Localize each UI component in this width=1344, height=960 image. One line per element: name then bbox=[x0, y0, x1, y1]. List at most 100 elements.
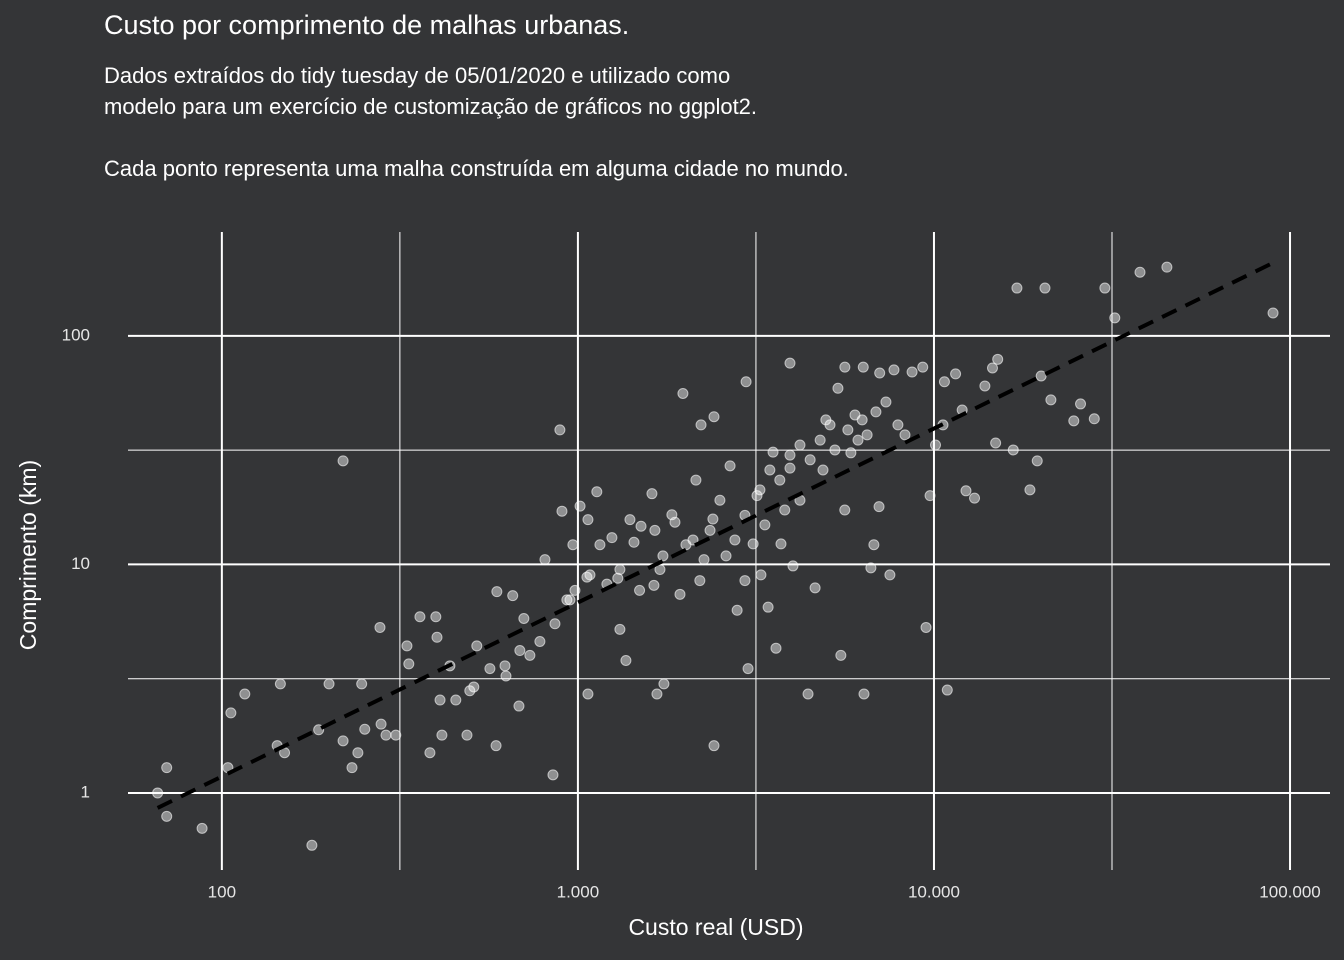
point bbox=[584, 569, 596, 581]
point bbox=[950, 368, 962, 380]
point bbox=[491, 586, 503, 598]
point bbox=[658, 678, 670, 690]
point bbox=[582, 688, 594, 700]
point bbox=[518, 612, 530, 624]
point bbox=[196, 822, 208, 834]
y-tick-label: 1 bbox=[81, 782, 90, 801]
point bbox=[992, 353, 1004, 365]
point bbox=[614, 564, 626, 576]
point bbox=[839, 504, 851, 516]
point bbox=[845, 447, 857, 459]
point bbox=[567, 539, 579, 551]
point bbox=[436, 729, 448, 741]
point bbox=[747, 538, 759, 550]
point bbox=[804, 454, 816, 466]
point bbox=[499, 660, 511, 672]
point bbox=[906, 366, 918, 378]
point bbox=[514, 645, 526, 657]
point bbox=[651, 688, 663, 700]
point bbox=[468, 681, 480, 693]
point bbox=[924, 490, 936, 502]
point bbox=[424, 747, 436, 759]
point bbox=[986, 362, 998, 374]
point bbox=[430, 611, 442, 623]
point bbox=[490, 740, 502, 752]
point bbox=[1109, 312, 1121, 324]
point bbox=[849, 409, 861, 421]
point bbox=[888, 364, 900, 376]
point bbox=[323, 678, 335, 690]
point bbox=[784, 449, 796, 461]
point bbox=[820, 414, 832, 426]
point bbox=[646, 488, 658, 500]
point bbox=[739, 575, 751, 587]
point bbox=[770, 642, 782, 654]
point bbox=[628, 536, 640, 548]
point bbox=[274, 678, 286, 690]
point bbox=[306, 839, 318, 851]
x-axis-label: Custo real (USD) bbox=[628, 914, 803, 940]
point bbox=[500, 670, 512, 682]
point bbox=[784, 462, 796, 474]
point bbox=[767, 446, 779, 458]
point bbox=[1068, 415, 1080, 427]
point bbox=[614, 623, 626, 635]
point bbox=[698, 554, 710, 566]
point bbox=[620, 654, 632, 666]
x-tick-label: 100 bbox=[208, 882, 236, 901]
point bbox=[677, 387, 689, 399]
point bbox=[865, 562, 877, 574]
point bbox=[779, 504, 791, 516]
point bbox=[346, 762, 358, 774]
point bbox=[794, 439, 806, 451]
point bbox=[835, 649, 847, 661]
point bbox=[920, 621, 932, 633]
chart-title: Custo por comprimento de malhas urbanas. bbox=[104, 10, 630, 40]
point bbox=[852, 434, 864, 446]
point bbox=[524, 649, 536, 661]
point bbox=[731, 604, 743, 616]
point bbox=[534, 635, 546, 647]
point bbox=[414, 611, 426, 623]
point bbox=[861, 429, 873, 441]
point bbox=[390, 729, 402, 741]
point bbox=[356, 678, 368, 690]
point bbox=[1039, 282, 1051, 294]
point bbox=[694, 575, 706, 587]
point bbox=[979, 380, 991, 392]
point bbox=[687, 534, 699, 546]
point bbox=[152, 787, 164, 799]
point bbox=[635, 520, 647, 532]
y-tick-label: 100 bbox=[62, 325, 90, 344]
point bbox=[161, 810, 173, 822]
point bbox=[930, 439, 942, 451]
point bbox=[839, 361, 851, 373]
point bbox=[870, 406, 882, 418]
point bbox=[634, 584, 646, 596]
point bbox=[775, 538, 787, 550]
point bbox=[1011, 282, 1023, 294]
point bbox=[649, 524, 661, 536]
point bbox=[606, 532, 618, 544]
point bbox=[401, 640, 413, 652]
point bbox=[892, 419, 904, 431]
point bbox=[513, 700, 525, 712]
point bbox=[1088, 413, 1100, 425]
point bbox=[569, 584, 581, 596]
point bbox=[938, 376, 950, 388]
point bbox=[708, 411, 720, 423]
point bbox=[787, 560, 799, 572]
point bbox=[612, 572, 624, 584]
point bbox=[464, 685, 476, 697]
x-tick-label: 1.000 bbox=[557, 882, 600, 901]
x-tick-label: 100.000 bbox=[1259, 882, 1320, 901]
y-tick-label: 10 bbox=[71, 554, 90, 573]
point bbox=[431, 631, 443, 643]
point bbox=[337, 455, 349, 467]
point bbox=[724, 460, 736, 472]
point bbox=[556, 505, 568, 517]
point bbox=[547, 769, 559, 781]
point bbox=[917, 361, 929, 373]
trend-line bbox=[156, 260, 1276, 810]
point bbox=[539, 554, 551, 566]
